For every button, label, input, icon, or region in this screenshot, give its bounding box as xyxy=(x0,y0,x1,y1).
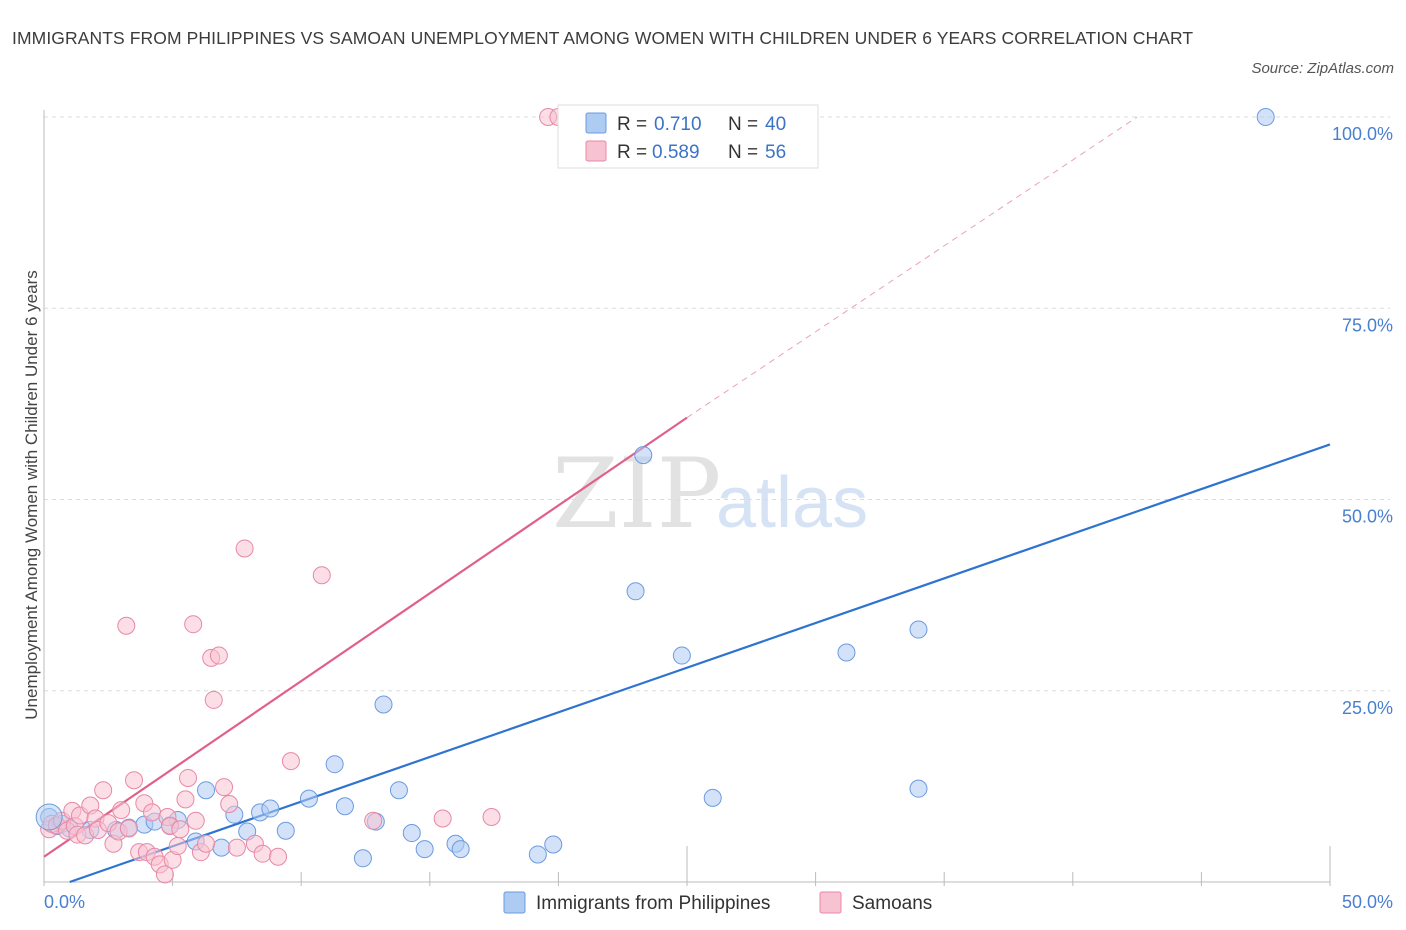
point-samoans-27 xyxy=(155,865,174,884)
x-tick-label-min: 0.0% xyxy=(44,892,85,912)
point-samoans-34 xyxy=(179,768,198,787)
watermark-atlas: atlas xyxy=(716,463,868,543)
point-samoans-40 xyxy=(204,690,223,709)
point-philippines-24 xyxy=(374,695,393,714)
y-tick-label-75: 75.0% xyxy=(1342,315,1393,335)
legend-n-label-samoans: N = xyxy=(728,142,758,163)
legend-r-label-philippines: R = xyxy=(617,114,647,135)
point-philippines-32 xyxy=(626,582,645,601)
point-philippines-30 xyxy=(528,845,547,864)
point-samoans-33 xyxy=(176,790,195,809)
point-philippines-36 xyxy=(837,643,856,662)
legend-r-value-philippines: 0.710 xyxy=(654,114,702,135)
point-samoans-32 xyxy=(171,820,190,839)
point-samoans-31 xyxy=(168,837,187,856)
point-philippines-22 xyxy=(353,849,372,868)
point-philippines-21 xyxy=(335,797,354,816)
point-samoans-50 xyxy=(312,566,331,585)
point-philippines-34 xyxy=(672,646,691,665)
point-samoans-20 xyxy=(125,771,144,790)
legend-n-label-philippines: N = xyxy=(728,114,758,135)
point-samoans-35 xyxy=(184,615,203,634)
point-philippines-cluster xyxy=(35,803,63,831)
point-philippines-35 xyxy=(703,788,722,807)
chart-title: IMMIGRANTS FROM PHILIPPINES VS SAMOAN UN… xyxy=(12,28,1194,48)
point-philippines-27 xyxy=(415,840,434,859)
legend-swatch-samoans xyxy=(585,140,607,162)
point-philippines-20 xyxy=(325,755,344,774)
bottom-legend-swatch-samoans xyxy=(819,891,842,914)
point-samoans-42 xyxy=(215,778,234,797)
point-samoans-19 xyxy=(119,819,138,838)
point-philippines-29 xyxy=(451,840,470,859)
legend-n-value-philippines: 40 xyxy=(765,114,786,135)
point-samoans-52 xyxy=(433,809,452,828)
point-samoans-53 xyxy=(482,807,501,826)
y-tick-label-100: 100.0% xyxy=(1332,124,1393,144)
point-samoans-51 xyxy=(364,811,383,830)
trend-line-philippines xyxy=(69,443,1331,884)
trend-lines xyxy=(43,116,1331,884)
point-philippines-12 xyxy=(197,781,216,800)
point-samoans-47 xyxy=(253,844,272,863)
legend-swatch-philippines xyxy=(585,112,607,134)
legend-n-value-samoans: 56 xyxy=(765,142,786,163)
bottom-legend-label-samoans: Samoans xyxy=(852,893,932,914)
point-samoans-13 xyxy=(94,781,113,800)
point-philippines-37 xyxy=(909,620,928,639)
trend-line-samoans xyxy=(43,416,688,858)
bottom-legend-swatch-philippines xyxy=(503,891,526,914)
y-tick-label-50: 50.0% xyxy=(1342,507,1393,527)
axes xyxy=(43,110,1331,886)
bottom-legend: Immigrants from Philippines Samoans xyxy=(503,891,932,914)
point-philippines-38 xyxy=(909,779,928,798)
trend-extension-samoans xyxy=(686,116,1138,419)
tick-labels: 25.0% 50.0% 75.0% 100.0% 0.0% 50.0% xyxy=(44,124,1393,912)
x-tick-label-max: 50.0% xyxy=(1342,892,1393,912)
point-samoans-44 xyxy=(227,838,246,857)
point-philippines-26 xyxy=(402,824,421,843)
bottom-legend-label-philippines: Immigrants from Philippines xyxy=(536,893,770,914)
point-samoans-17 xyxy=(112,801,131,820)
point-samoans-24 xyxy=(143,803,162,822)
point-philippines-25 xyxy=(389,781,408,800)
point-samoans-18 xyxy=(117,616,136,635)
point-philippines-18 xyxy=(276,821,295,840)
point-samoans-43 xyxy=(220,794,239,813)
point-philippines-13 xyxy=(212,838,231,857)
point-samoans-36 xyxy=(186,811,205,830)
y-tick-label-25: 25.0% xyxy=(1342,698,1393,718)
y-axis-label: Unemployment Among Women with Children U… xyxy=(22,270,41,719)
legend-r-value-samoans: 0.589 xyxy=(652,142,700,163)
point-samoans-45 xyxy=(235,539,254,558)
point-samoans-48 xyxy=(269,847,288,866)
point-samoans-41 xyxy=(209,646,228,665)
point-philippines-39 xyxy=(1256,108,1275,126)
point-philippines-33 xyxy=(634,446,653,465)
legend-r-label-samoans: R = xyxy=(617,142,647,163)
point-samoans-49 xyxy=(281,752,300,771)
point-philippines-17 xyxy=(261,799,280,818)
point-samoans-38 xyxy=(197,834,216,853)
data-points xyxy=(35,108,1275,884)
gridlines xyxy=(44,116,1390,692)
point-philippines-31 xyxy=(544,835,563,854)
point-philippines-19 xyxy=(299,789,318,808)
legend-box: R = 0.710 N = 40 R = 0.589 N = 56 xyxy=(557,104,819,169)
source-label: Source: ZipAtlas.com xyxy=(1251,60,1394,77)
